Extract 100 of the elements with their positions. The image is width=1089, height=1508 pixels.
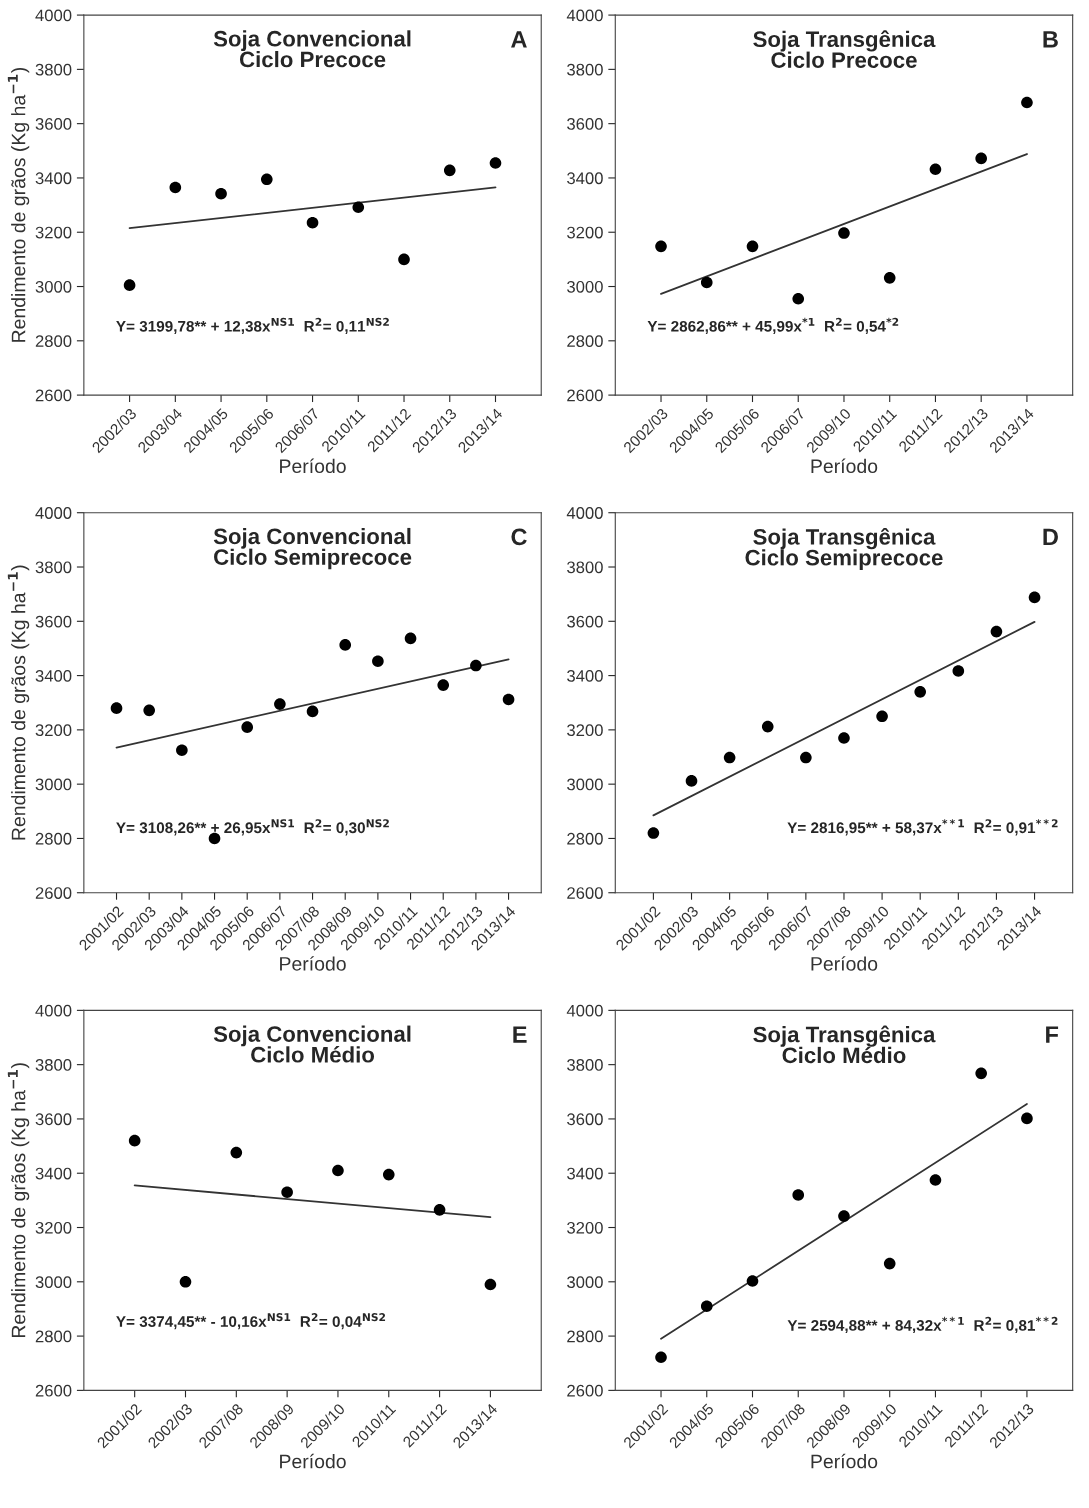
annotation: F — [1046, 1026, 1059, 1043]
y-tick-label: 3200 — [35, 1221, 72, 1234]
point — [700, 276, 713, 289]
point — [746, 1275, 759, 1287]
point — [1028, 591, 1041, 604]
point — [339, 639, 352, 651]
text: Soja Convencional Ciclo Médio — [213, 1025, 411, 1063]
annotation: D — [1043, 528, 1058, 546]
y-tick-label: 4000 — [566, 507, 603, 519]
text: Soja Convencional Ciclo Precoce — [213, 30, 411, 68]
annotation: Y= 2862,86** + 45,99x$^{*1}$ R$^{2}$= 0,54$^{*2}$ — [647, 317, 899, 334]
point — [761, 720, 774, 733]
point — [952, 665, 965, 677]
y-tick-label: 2800 — [35, 1330, 72, 1343]
point — [306, 705, 319, 718]
y-tick-label: 2800 — [35, 335, 72, 348]
point — [433, 1204, 446, 1216]
point — [489, 157, 502, 169]
point — [281, 1186, 293, 1199]
text: Soja Transgênica Ciclo Semiprecoce — [745, 527, 943, 570]
y-tick-label: 2600 — [35, 1384, 72, 1397]
point — [443, 164, 456, 177]
annotation: B — [1043, 31, 1058, 48]
y-tick-label: 3000 — [567, 1276, 603, 1288]
y-tick-label: 3200 — [567, 724, 603, 737]
y-tick-label: 2600 — [567, 887, 603, 899]
point — [914, 686, 927, 698]
point — [123, 279, 136, 291]
y-tick-label: 2800 — [567, 335, 603, 348]
y-tick-label: 2600 — [35, 887, 72, 899]
y-tick-label: 3600 — [567, 615, 603, 628]
y-tick-label: 2800 — [567, 832, 603, 845]
y-tick-label: 2800 — [567, 1330, 603, 1343]
x-axis-title: Período — [811, 956, 878, 971]
text: Soja Transgênica Ciclo Médio — [753, 1025, 936, 1064]
point — [382, 1168, 395, 1181]
y-axis-title: Rendimento de grãos (Kg ha$^{−1}$) — [7, 1063, 30, 1338]
point — [838, 732, 850, 744]
point — [332, 1164, 344, 1177]
y-tick-label: 3600 — [35, 1113, 72, 1126]
x-axis-title: Período — [280, 956, 346, 971]
y-tick-label: 2600 — [567, 1384, 603, 1397]
y-tick-label: 3000 — [35, 778, 72, 791]
y-tick-label: 3400 — [567, 1167, 603, 1180]
point — [838, 227, 850, 239]
y-tick-label: 2600 — [567, 389, 603, 402]
point — [484, 1278, 497, 1291]
point — [215, 187, 227, 200]
y-tick-label: 3200 — [35, 226, 72, 239]
point — [685, 775, 698, 787]
point — [470, 659, 482, 672]
point — [792, 1189, 805, 1201]
annotation: C — [511, 528, 527, 546]
point — [352, 201, 365, 214]
y-tick-label: 4000 — [566, 9, 603, 22]
point — [230, 1146, 243, 1159]
point — [398, 253, 410, 266]
y-tick-label: 3800 — [35, 1059, 72, 1071]
y-tick-label: 3200 — [567, 1221, 603, 1234]
point — [261, 173, 273, 186]
y-tick-label: 3000 — [567, 778, 603, 791]
y-tick-label: 3000 — [35, 280, 72, 293]
x-axis-title: Período — [811, 1453, 878, 1469]
point — [208, 832, 221, 845]
point — [883, 272, 896, 284]
y-tick-label: 3400 — [35, 172, 72, 185]
y-tick-label: 3400 — [567, 669, 603, 682]
y-tick-label: 2800 — [35, 832, 72, 845]
point — [128, 1134, 141, 1147]
point — [274, 698, 286, 710]
point — [179, 1275, 192, 1288]
text: Soja Convencional Ciclo Semiprecoce — [213, 527, 412, 570]
annotation: Y= 2594,88** + 84,32x$^{**1}$ R$^{2}$= 0,81$^{**2}$ — [787, 1316, 1058, 1334]
point — [883, 1257, 896, 1270]
point — [372, 655, 384, 668]
point — [1021, 96, 1033, 109]
y-tick-label: 4000 — [35, 9, 72, 22]
annotation: E — [513, 1026, 527, 1043]
point — [655, 1351, 667, 1364]
y-tick-label: 4000 — [566, 1004, 603, 1017]
point — [110, 702, 123, 714]
point — [437, 679, 450, 691]
point — [929, 163, 942, 176]
point — [655, 240, 667, 253]
y-tick-label: 4000 — [35, 1004, 72, 1017]
point — [404, 632, 417, 645]
point — [502, 693, 515, 706]
annotation: Y= 3108,26** + 26,95x$^{NS1}$ R$^{2}$= 0,30$^{NS2}$ — [116, 819, 389, 836]
point — [306, 216, 319, 229]
y-tick-label: 3800 — [35, 561, 72, 574]
point — [838, 1210, 850, 1222]
point — [792, 292, 805, 305]
point — [929, 1174, 942, 1186]
y-tick-label: 3400 — [35, 1167, 72, 1180]
point — [746, 240, 759, 253]
point — [169, 181, 182, 194]
point — [876, 710, 888, 723]
y-tick-label: 3000 — [567, 280, 603, 293]
y-tick-label: 3600 — [567, 118, 603, 130]
x-axis-title: Período — [280, 1453, 346, 1469]
